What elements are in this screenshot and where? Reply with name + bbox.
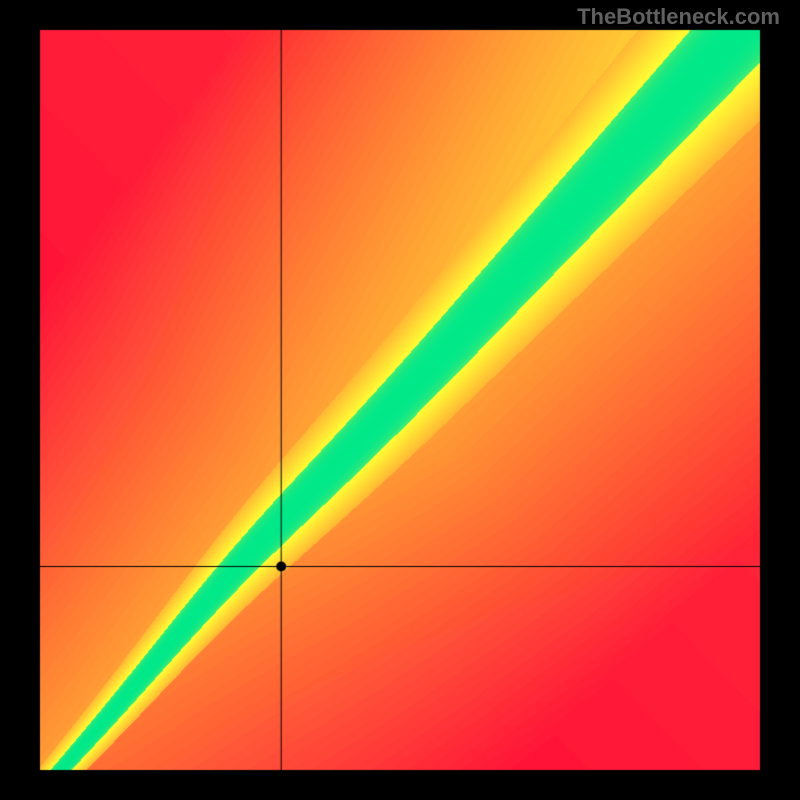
heatmap-canvas — [0, 0, 800, 800]
chart-container: TheBottleneck.com — [0, 0, 800, 800]
watermark-text: TheBottleneck.com — [577, 4, 780, 30]
